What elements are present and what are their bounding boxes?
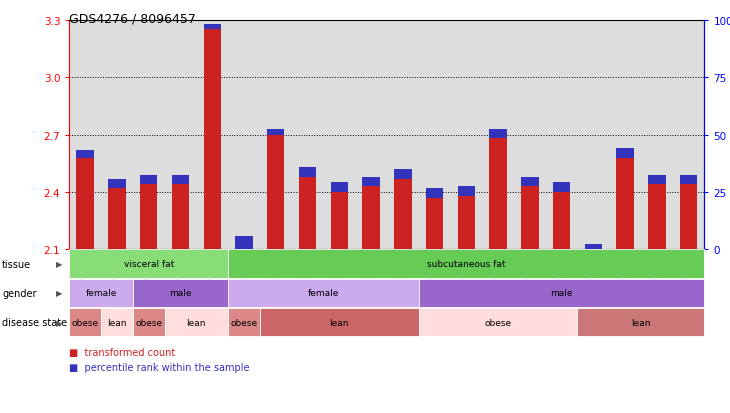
- Bar: [140, 185, 158, 250]
- Bar: [585, 244, 602, 250]
- Bar: [140, 176, 158, 185]
- Text: ▶: ▶: [56, 289, 63, 298]
- Text: lean: lean: [107, 318, 127, 327]
- Text: male: male: [169, 289, 192, 298]
- Bar: [426, 189, 443, 198]
- Bar: [458, 197, 475, 250]
- Bar: [331, 192, 348, 250]
- Text: tissue: tissue: [2, 259, 31, 269]
- Bar: [172, 185, 189, 250]
- Text: ■  percentile rank within the sample: ■ percentile rank within the sample: [69, 362, 250, 372]
- Bar: [521, 187, 539, 250]
- Text: female: female: [308, 289, 339, 298]
- Text: obese: obese: [72, 318, 99, 327]
- Text: ▶: ▶: [56, 259, 63, 268]
- Bar: [77, 158, 94, 250]
- Bar: [648, 185, 666, 250]
- Bar: [235, 237, 253, 250]
- Bar: [299, 168, 316, 177]
- Bar: [362, 187, 380, 250]
- Text: subcutaneous fat: subcutaneous fat: [427, 259, 506, 268]
- Bar: [204, 24, 221, 30]
- Bar: [458, 187, 475, 197]
- Bar: [108, 189, 126, 250]
- Text: lean: lean: [187, 318, 206, 327]
- Text: female: female: [85, 289, 117, 298]
- Bar: [394, 170, 412, 179]
- Text: GDS4276 / 8096457: GDS4276 / 8096457: [69, 12, 196, 25]
- Bar: [521, 177, 539, 187]
- Bar: [489, 139, 507, 250]
- Bar: [108, 179, 126, 189]
- Text: obese: obese: [231, 318, 258, 327]
- Bar: [331, 183, 348, 192]
- Text: obese: obese: [135, 318, 162, 327]
- Bar: [616, 149, 634, 158]
- Text: gender: gender: [2, 288, 36, 298]
- Bar: [204, 30, 221, 250]
- Text: male: male: [550, 289, 573, 298]
- Text: visceral fat: visceral fat: [123, 259, 174, 268]
- Bar: [553, 183, 570, 192]
- Text: lean: lean: [631, 318, 650, 327]
- Bar: [680, 176, 697, 185]
- Text: disease state: disease state: [2, 318, 67, 328]
- Bar: [172, 176, 189, 185]
- Bar: [489, 130, 507, 139]
- Bar: [362, 177, 380, 187]
- Bar: [267, 135, 285, 250]
- Text: ■  transformed count: ■ transformed count: [69, 347, 176, 357]
- Text: lean: lean: [329, 318, 349, 327]
- Bar: [680, 185, 697, 250]
- Bar: [553, 192, 570, 250]
- Bar: [267, 130, 285, 135]
- Text: obese: obese: [485, 318, 512, 327]
- Text: ▶: ▶: [56, 318, 63, 327]
- Bar: [299, 177, 316, 250]
- Bar: [616, 158, 634, 250]
- Bar: [394, 179, 412, 250]
- Bar: [648, 176, 666, 185]
- Bar: [426, 198, 443, 250]
- Bar: [77, 150, 94, 158]
